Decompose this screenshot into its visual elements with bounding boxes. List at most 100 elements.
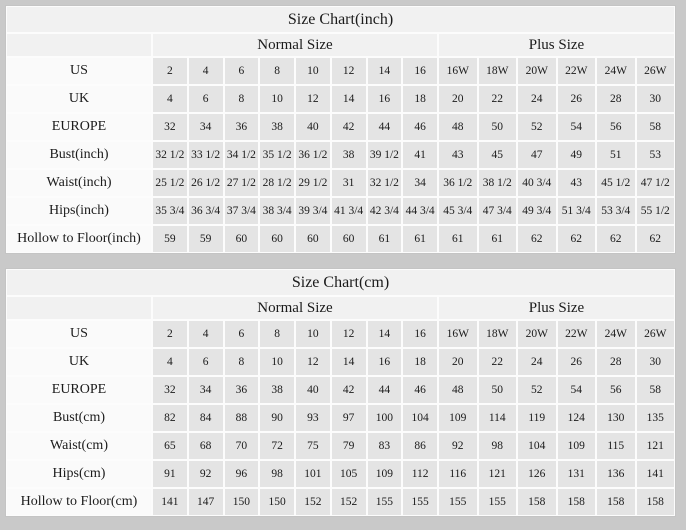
size-value: 32 1/2 [153, 142, 187, 168]
size-value: 30 [636, 349, 674, 375]
row-label: US [7, 58, 151, 84]
size-value: 35 3/4 [153, 198, 187, 224]
size-value: 98 [260, 461, 294, 487]
size-value: 115 [597, 433, 635, 459]
size-value: 40 [296, 377, 330, 403]
row-label: UK [7, 349, 151, 375]
size-value: 70 [224, 433, 259, 459]
size-value: 32 [153, 377, 187, 403]
size-value: 26W [636, 321, 674, 347]
size-value: 27 1/2 [224, 170, 259, 196]
size-value: 61 [367, 226, 402, 252]
size-value: 124 [557, 405, 595, 431]
size-value: 62 [557, 226, 595, 252]
row-label: UK [7, 86, 151, 112]
size-value: 47 1/2 [636, 170, 674, 196]
row-label: Bust(inch) [7, 142, 151, 168]
size-value: 53 3/4 [597, 198, 635, 224]
size-value: 50 [478, 377, 516, 403]
size-value: 46 [403, 377, 437, 403]
size-value: 90 [260, 405, 294, 431]
size-value: 2 [153, 321, 187, 347]
size-value: 25 1/2 [153, 170, 187, 196]
size-value: 44 [367, 114, 402, 140]
size-value: 54 [557, 114, 595, 140]
size-value: 22W [557, 321, 595, 347]
size-value: 26 [557, 349, 595, 375]
size-value: 51 3/4 [557, 198, 595, 224]
size-value: 155 [478, 489, 516, 515]
size-value: 12 [296, 349, 330, 375]
size-value: 34 [188, 114, 223, 140]
size-value: 119 [518, 405, 556, 431]
size-value: 28 [597, 86, 635, 112]
size-value: 22W [557, 58, 595, 84]
size-value: 96 [224, 461, 259, 487]
size-value: 16W [439, 321, 477, 347]
size-value: 158 [636, 489, 674, 515]
size-value: 36 1/2 [439, 170, 477, 196]
chart-title: Size Chart(inch) [7, 7, 674, 32]
size-value: 40 3/4 [518, 170, 556, 196]
size-value: 8 [260, 58, 294, 84]
size-value: 34 [403, 170, 437, 196]
size-value: 43 [439, 142, 477, 168]
size-value: 100 [367, 405, 402, 431]
size-chart-cm-grid: Size Chart(cm) Normal Size Plus Size US 2 4 6 8… [6, 269, 675, 516]
size-value: 45 1/2 [597, 170, 635, 196]
size-value: 49 3/4 [518, 198, 556, 224]
size-value: 18W [478, 321, 516, 347]
size-value: 75 [296, 433, 330, 459]
size-value: 121 [636, 433, 674, 459]
size-value: 33 1/2 [188, 142, 223, 168]
size-value: 6 [188, 86, 223, 112]
size-value: 28 1/2 [260, 170, 294, 196]
column-group-normal-size: Normal Size [153, 297, 437, 319]
size-value: 91 [153, 461, 187, 487]
size-value: 150 [260, 489, 294, 515]
size-value: 16 [403, 321, 437, 347]
size-value: 37 3/4 [224, 198, 259, 224]
size-value: 39 3/4 [296, 198, 330, 224]
size-value: 155 [367, 489, 402, 515]
row-label: Hollow to Floor(cm) [7, 489, 151, 515]
size-value: 12 [296, 86, 330, 112]
size-value: 16 [367, 349, 402, 375]
size-chart-cm: Size Chart(cm) Normal Size Plus Size US 2 4 6 8… [5, 268, 676, 517]
size-value: 6 [188, 349, 223, 375]
size-value: 22 [478, 349, 516, 375]
size-chart-inch: Size Chart(inch) Normal Size Plus Size US 2 4… [5, 5, 676, 254]
size-value: 16W [439, 58, 477, 84]
size-value: 43 [557, 170, 595, 196]
size-value: 47 [518, 142, 556, 168]
size-value: 28 [597, 349, 635, 375]
size-value: 6 [224, 321, 259, 347]
size-value: 14 [331, 86, 366, 112]
size-value: 31 [331, 170, 366, 196]
size-value: 48 [439, 114, 477, 140]
size-value: 26 [557, 86, 595, 112]
size-value: 126 [518, 461, 556, 487]
size-value: 60 [296, 226, 330, 252]
size-value: 79 [331, 433, 366, 459]
chart-title: Size Chart(cm) [7, 270, 674, 295]
size-value: 18 [403, 86, 437, 112]
size-value: 38 [260, 114, 294, 140]
size-value: 4 [188, 58, 223, 84]
size-value: 40 [296, 114, 330, 140]
size-value: 20 [439, 86, 477, 112]
row-label: Hollow to Floor(inch) [7, 226, 151, 252]
size-value: 24 [518, 349, 556, 375]
size-value: 155 [439, 489, 477, 515]
size-value: 158 [557, 489, 595, 515]
size-value: 16 [367, 86, 402, 112]
size-value: 62 [636, 226, 674, 252]
size-value: 61 [478, 226, 516, 252]
size-value: 104 [403, 405, 437, 431]
size-value: 56 [597, 114, 635, 140]
size-value: 36 [224, 377, 259, 403]
size-value: 58 [636, 114, 674, 140]
size-value: 10 [260, 86, 294, 112]
column-group-plus-size: Plus Size [439, 34, 674, 56]
size-value: 136 [597, 461, 635, 487]
